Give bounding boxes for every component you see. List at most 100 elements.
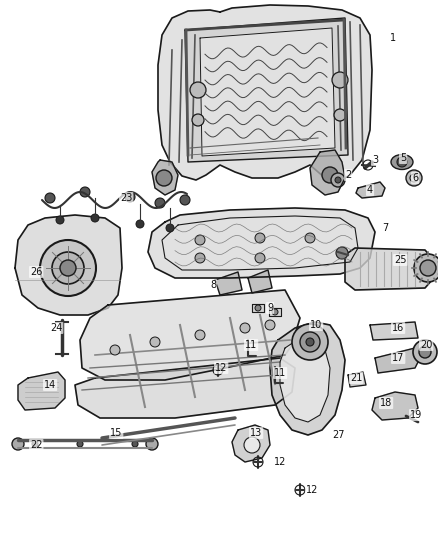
Circle shape: [419, 346, 431, 358]
Text: 24: 24: [50, 323, 62, 333]
Circle shape: [255, 233, 265, 243]
Circle shape: [156, 170, 172, 186]
Polygon shape: [15, 215, 122, 315]
Circle shape: [91, 214, 99, 222]
Polygon shape: [372, 392, 418, 420]
Polygon shape: [269, 308, 281, 316]
Text: 19: 19: [410, 410, 422, 420]
Circle shape: [166, 224, 174, 232]
Circle shape: [136, 220, 144, 228]
Polygon shape: [215, 272, 242, 295]
Polygon shape: [345, 248, 432, 290]
Circle shape: [195, 330, 205, 340]
Polygon shape: [310, 150, 345, 195]
Circle shape: [300, 332, 320, 352]
Circle shape: [155, 198, 165, 208]
Text: 26: 26: [30, 267, 42, 277]
Text: 3: 3: [372, 155, 378, 165]
Circle shape: [40, 240, 96, 296]
Circle shape: [190, 82, 206, 98]
Text: 9: 9: [267, 303, 273, 313]
Polygon shape: [356, 182, 385, 198]
Circle shape: [336, 247, 348, 259]
Circle shape: [255, 305, 261, 311]
Text: 4: 4: [367, 185, 373, 195]
Polygon shape: [248, 270, 272, 293]
Circle shape: [244, 437, 260, 453]
Text: 7: 7: [382, 223, 388, 233]
Circle shape: [255, 253, 265, 263]
Polygon shape: [185, 18, 348, 162]
Text: 13: 13: [250, 428, 262, 438]
Circle shape: [413, 340, 437, 364]
Circle shape: [305, 233, 315, 243]
Circle shape: [56, 216, 64, 224]
Circle shape: [240, 323, 250, 333]
Text: 8: 8: [210, 280, 216, 290]
Text: 2: 2: [345, 170, 351, 180]
Text: 27: 27: [332, 430, 345, 440]
Circle shape: [192, 114, 204, 126]
Circle shape: [45, 193, 55, 203]
Polygon shape: [158, 5, 372, 182]
Circle shape: [331, 173, 345, 187]
Polygon shape: [370, 322, 418, 340]
Text: 1: 1: [390, 33, 396, 43]
Text: 5: 5: [400, 153, 406, 163]
Text: 15: 15: [110, 428, 122, 438]
Circle shape: [150, 337, 160, 347]
Polygon shape: [148, 208, 375, 278]
Text: 25: 25: [394, 255, 406, 265]
Polygon shape: [348, 372, 366, 387]
Text: 23: 23: [120, 193, 132, 203]
Polygon shape: [375, 348, 420, 373]
Circle shape: [125, 192, 135, 202]
Circle shape: [335, 177, 341, 183]
Text: 6: 6: [412, 173, 418, 183]
Polygon shape: [80, 290, 300, 380]
Polygon shape: [152, 160, 178, 195]
Circle shape: [180, 195, 190, 205]
Polygon shape: [200, 28, 335, 156]
Text: 17: 17: [392, 353, 404, 363]
Circle shape: [306, 338, 314, 346]
Polygon shape: [18, 372, 65, 410]
Text: 11: 11: [274, 368, 286, 378]
Polygon shape: [232, 425, 270, 462]
Circle shape: [195, 235, 205, 245]
Text: 12: 12: [215, 363, 227, 373]
Polygon shape: [252, 304, 264, 312]
Circle shape: [77, 441, 83, 447]
Text: 12: 12: [274, 457, 286, 467]
Circle shape: [60, 260, 76, 276]
Circle shape: [32, 441, 38, 447]
Circle shape: [52, 252, 84, 284]
Circle shape: [12, 438, 24, 450]
Circle shape: [265, 320, 275, 330]
Text: 10: 10: [310, 320, 322, 330]
Circle shape: [309, 324, 321, 336]
Text: 21: 21: [350, 373, 362, 383]
Polygon shape: [270, 322, 345, 435]
Circle shape: [397, 157, 407, 167]
Circle shape: [414, 254, 438, 282]
Text: 18: 18: [380, 398, 392, 408]
Polygon shape: [75, 358, 295, 418]
Circle shape: [334, 109, 346, 121]
Circle shape: [322, 167, 338, 183]
Circle shape: [420, 260, 436, 276]
Circle shape: [272, 309, 278, 315]
Text: 11: 11: [245, 340, 257, 350]
Text: 22: 22: [30, 440, 42, 450]
Text: 12: 12: [306, 485, 318, 495]
Circle shape: [80, 187, 90, 197]
Polygon shape: [162, 216, 358, 270]
Circle shape: [406, 170, 422, 186]
Text: 20: 20: [420, 340, 432, 350]
Circle shape: [146, 438, 158, 450]
Circle shape: [110, 345, 120, 355]
Ellipse shape: [391, 155, 413, 169]
Polygon shape: [280, 338, 330, 422]
Circle shape: [195, 253, 205, 263]
Circle shape: [332, 72, 348, 88]
